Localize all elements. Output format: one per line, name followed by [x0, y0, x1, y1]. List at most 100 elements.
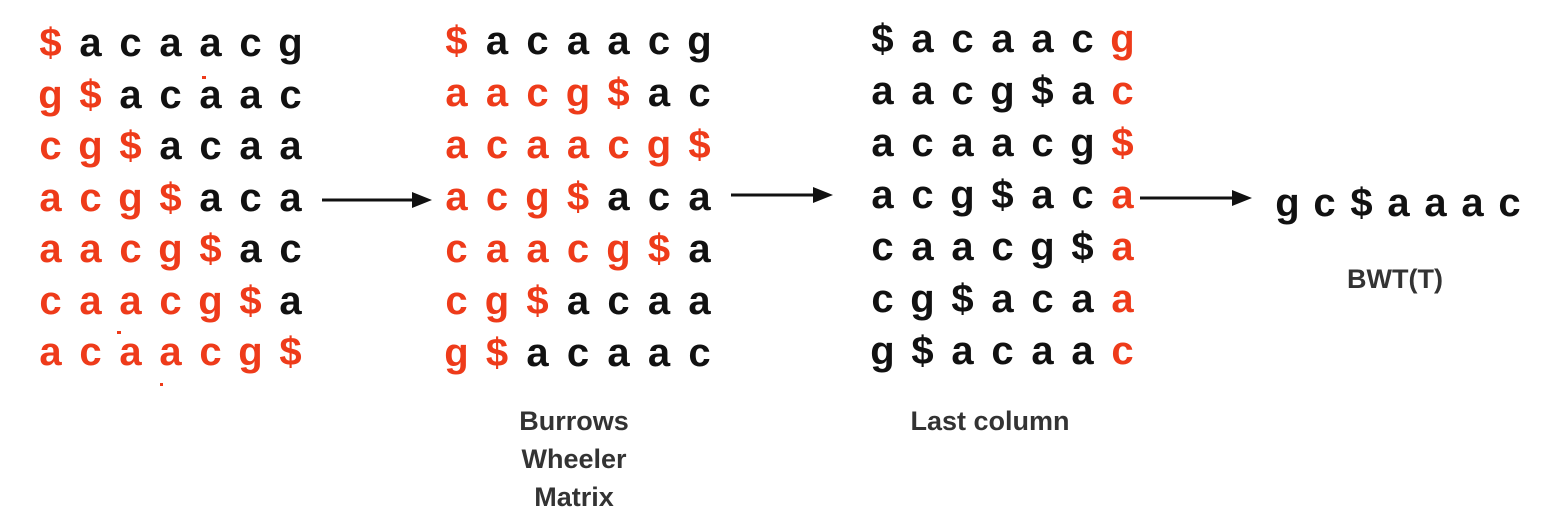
stray-mark	[117, 331, 121, 334]
matrix-char: c	[1071, 17, 1094, 61]
matrix-char: $	[279, 330, 302, 374]
matrix-char: g	[910, 277, 935, 321]
matrix-char: $	[39, 21, 62, 65]
matrix-char: a	[1071, 329, 1094, 373]
matrix-char: $	[951, 277, 974, 321]
matrix-char: c	[647, 175, 671, 219]
matrix-char: a	[688, 279, 711, 323]
matrix-row: a c a a c g $	[436, 125, 720, 175]
stray-mark	[160, 383, 163, 386]
matrix-char: c	[79, 175, 102, 220]
matrix-char: g	[606, 227, 631, 271]
matrix-char: a	[39, 330, 62, 374]
matrix-char: a	[159, 330, 182, 374]
matrix-char: c	[79, 330, 102, 374]
matrix-char: a	[119, 278, 142, 323]
matrix-char: a	[239, 124, 262, 168]
matrix-char: g	[484, 279, 510, 323]
matrix-char: $	[526, 279, 549, 323]
matrix-char: g	[950, 173, 975, 217]
matrix-char: c	[279, 72, 302, 117]
matrix-char: g	[990, 69, 1015, 113]
matrix-char: $	[79, 72, 102, 117]
matrix-char: a	[607, 175, 630, 219]
matrix-row: a a c g $ a c	[436, 73, 720, 123]
matrix-char: g	[158, 227, 183, 271]
matrix-char: a	[39, 175, 62, 220]
matrix-char: g	[444, 331, 469, 375]
matrix-row: a a c g $ a c	[862, 71, 1142, 121]
bwt-result: g c $ a a a c	[1267, 183, 1529, 233]
matrix-char: a	[647, 71, 671, 115]
matrix-char: c	[119, 227, 142, 271]
matrix-row: a c g $ a c a	[436, 177, 720, 227]
matrix-char: a	[485, 71, 509, 115]
matrix-char: c	[279, 227, 302, 271]
matrix-char: $	[239, 278, 262, 323]
stray-mark	[202, 76, 206, 79]
matrix-char: c	[911, 121, 934, 165]
matrix-char: a	[159, 124, 182, 168]
matrix-char: a	[526, 227, 549, 271]
matrix-char: c	[526, 71, 549, 115]
bwt-char: a	[1424, 181, 1447, 225]
matrix-row: $ a c a a c g	[862, 19, 1142, 69]
matrix-char: a	[159, 21, 182, 65]
matrix-char: g	[525, 175, 550, 219]
matrix-char: c	[951, 69, 974, 113]
matrix-char: c	[688, 71, 711, 115]
matrix-char: g	[646, 123, 672, 167]
matrix-char: g	[1030, 225, 1055, 269]
matrix-char: c	[1111, 69, 1134, 113]
matrix-row: $ a c a a c g	[436, 21, 720, 71]
matrix-char: g	[198, 278, 223, 323]
matrix-char: a	[566, 123, 590, 167]
matrix-char: g	[238, 330, 263, 374]
matrix-row: c a a c g $ a	[30, 281, 310, 331]
matrix-char: $	[911, 329, 934, 373]
matrix-char: c	[199, 330, 222, 374]
matrix-char: c	[607, 279, 630, 323]
matrix-char: a	[199, 175, 222, 220]
matrix-char: a	[79, 278, 102, 323]
matrix-char: a	[79, 21, 102, 65]
bwm-caption-line3: Matrix	[534, 482, 614, 512]
matrix-char: c	[39, 124, 62, 168]
matrix-row: g $ a c a a c	[436, 333, 720, 383]
matrix-char: a	[951, 121, 974, 165]
matrix-char: a	[647, 279, 671, 323]
matrix-char: g	[1110, 17, 1135, 61]
matrix-char: c	[566, 227, 590, 271]
matrix-char: $	[566, 175, 590, 219]
bwt-char: a	[1387, 181, 1410, 225]
matrix-char: $	[119, 124, 142, 168]
matrix-char: c	[239, 21, 262, 65]
matrix-char: g	[78, 124, 103, 168]
matrix-char: a	[1031, 173, 1054, 217]
matrix-char: a	[911, 17, 934, 61]
matrix-char: g	[1070, 121, 1095, 165]
matrix-char: $	[991, 173, 1014, 217]
matrix-char: c	[1071, 173, 1094, 217]
matrix-char: a	[445, 175, 468, 219]
matrix-char: g	[870, 329, 895, 373]
bwt-char: c	[1498, 181, 1521, 225]
matrix-row: a c a a c g $	[862, 123, 1142, 173]
matrix-char: c	[445, 279, 468, 323]
bwt-char: g	[1275, 181, 1300, 225]
matrix-char: $	[159, 175, 182, 220]
matrix-char: a	[871, 121, 894, 165]
matrix-char: c	[485, 123, 509, 167]
matrix-char: a	[119, 330, 142, 374]
matrix-char: a	[991, 17, 1014, 61]
matrix-row: c a a c g $ a	[436, 229, 720, 279]
matrix-row: c g $ a c a a	[30, 126, 310, 176]
matrix-char: a	[951, 329, 974, 373]
matrix-char: c	[688, 331, 711, 375]
matrix-char: $	[1031, 69, 1054, 113]
matrix-char: a	[1111, 277, 1134, 321]
matrix-char: a	[607, 331, 630, 375]
matrix-char: $	[607, 71, 630, 115]
matrix-char: a	[1111, 173, 1134, 217]
bwt-char: a	[1461, 181, 1484, 225]
